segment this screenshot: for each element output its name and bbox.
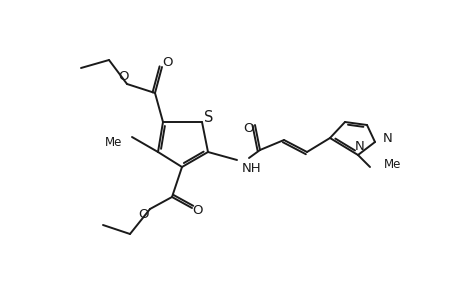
Text: O: O: [192, 205, 203, 218]
Text: O: O: [162, 56, 173, 70]
Text: Me: Me: [383, 158, 401, 172]
Text: S: S: [204, 110, 213, 124]
Text: N: N: [382, 133, 392, 146]
Text: O: O: [243, 122, 254, 136]
Text: Me: Me: [104, 136, 122, 148]
Text: N: N: [354, 140, 364, 154]
Text: O: O: [139, 208, 149, 221]
Text: NH: NH: [241, 161, 261, 175]
Text: O: O: [118, 70, 129, 83]
